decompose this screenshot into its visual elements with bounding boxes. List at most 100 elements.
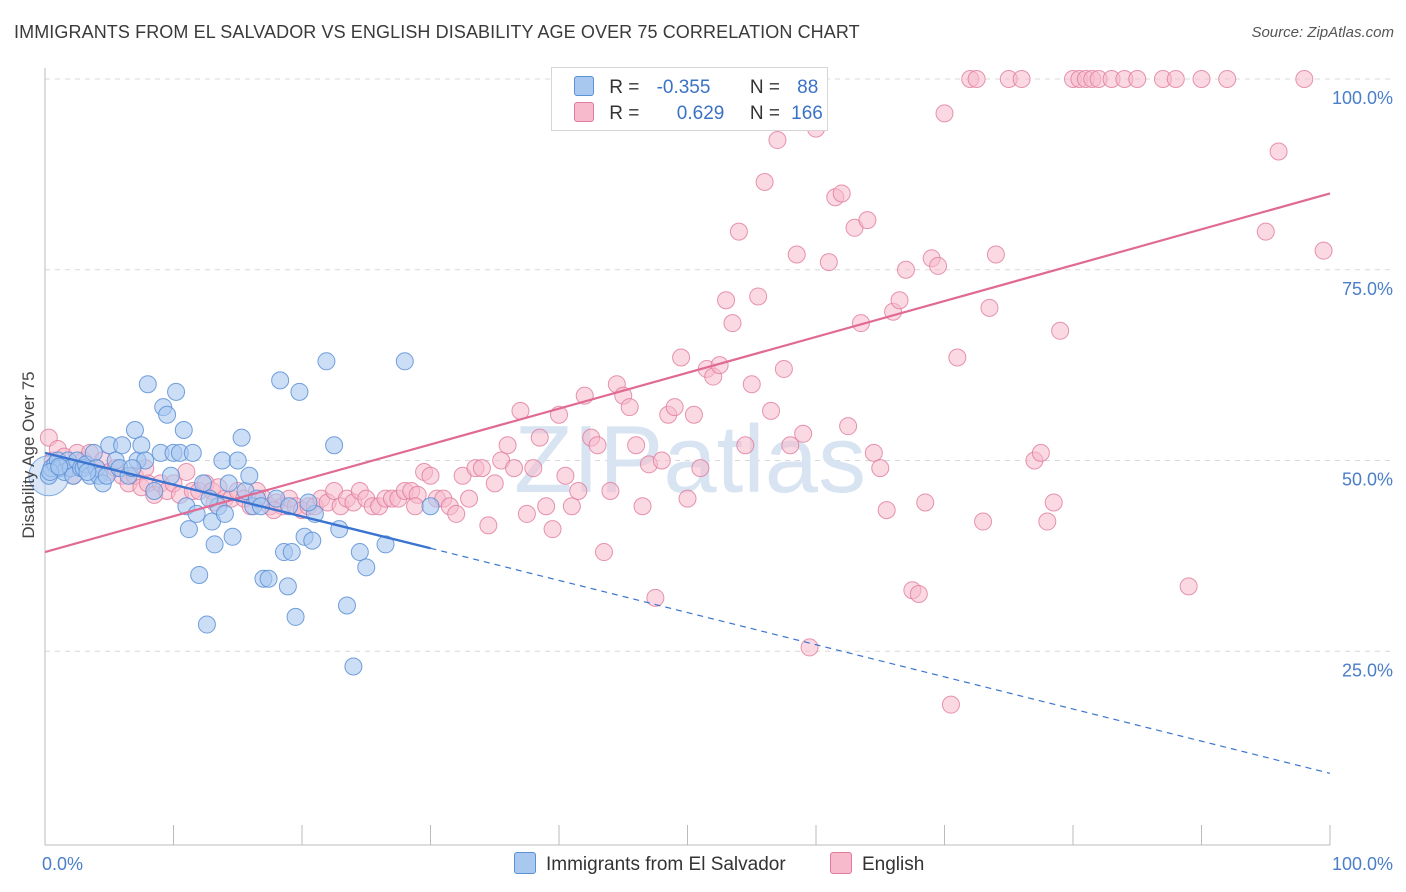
legend-swatch-blue xyxy=(574,76,594,96)
english-point xyxy=(1256,222,1275,241)
english-point xyxy=(781,436,800,455)
english-point xyxy=(749,287,768,306)
english-point xyxy=(742,375,761,394)
el-salvador-point xyxy=(299,493,318,512)
english-point xyxy=(472,459,491,478)
el-salvador-point xyxy=(395,352,414,371)
bottom-legend-english: English xyxy=(830,852,924,876)
el-salvador-point xyxy=(421,497,440,516)
correlation-legend: R = -0.355 N = 88 R = 0.629 N = 166 xyxy=(551,67,828,131)
legend-r-value: -0.355 xyxy=(656,77,711,98)
el-salvador-point xyxy=(158,405,177,424)
x-tick-labels: 0.0% 100.0% xyxy=(42,854,1393,874)
el-salvador-point xyxy=(179,520,198,539)
el-salvador-point xyxy=(223,527,242,546)
legend-n-value: 166 xyxy=(791,103,823,124)
english-point xyxy=(498,436,517,455)
english-point xyxy=(1012,70,1031,88)
el-salvador-point xyxy=(138,375,157,394)
english-point xyxy=(620,398,639,417)
english-point xyxy=(517,504,536,523)
english-point xyxy=(594,543,613,562)
el-salvador-point xyxy=(357,558,376,577)
source-credit: Source: ZipAtlas.com xyxy=(1251,24,1394,41)
english-point xyxy=(929,256,948,275)
bottom-legend-label: Immigrants from El Salvador xyxy=(546,854,786,875)
el-salvador-point xyxy=(286,607,305,626)
el-salvador-point xyxy=(259,569,278,588)
english-point xyxy=(460,489,479,508)
el-salvador-point xyxy=(50,457,69,476)
bottom-legend-label: English xyxy=(862,854,925,875)
english-point xyxy=(485,474,504,493)
english-point xyxy=(762,401,781,420)
english-point xyxy=(935,104,954,123)
english-trend-line xyxy=(44,192,1331,554)
english-point xyxy=(684,405,703,424)
english-point xyxy=(1038,512,1057,531)
el-salvador-point xyxy=(174,420,193,439)
el-salvador-point xyxy=(113,436,132,455)
el-salvador-point xyxy=(350,543,369,562)
el-salvador-point xyxy=(282,543,301,562)
english-point xyxy=(839,417,858,436)
y-tick-label: 100.0% xyxy=(1332,88,1393,108)
el-salvador-point xyxy=(344,657,363,676)
y-tick-labels: 25.0% 50.0% 75.0% 100.0% xyxy=(1332,88,1393,680)
english-point xyxy=(652,451,671,470)
english-point xyxy=(562,497,581,516)
bottom-legend-swatch-pink xyxy=(830,852,852,874)
english-point xyxy=(479,516,498,535)
legend-r-label: R = xyxy=(609,77,640,98)
english-point xyxy=(1044,493,1063,512)
el-salvador-point xyxy=(183,443,202,462)
english-point xyxy=(794,424,813,443)
el-salvador-point xyxy=(197,615,216,634)
chart-title: IMMIGRANTS FROM EL SALVADOR VS ENGLISH D… xyxy=(14,22,860,42)
english-point xyxy=(1295,70,1314,88)
el-salvador-point xyxy=(290,382,309,401)
english-point xyxy=(1051,321,1070,340)
el-salvador-point xyxy=(190,565,209,584)
english-point xyxy=(1031,443,1050,462)
english-point xyxy=(556,466,575,485)
english-point xyxy=(421,466,440,485)
english-point xyxy=(974,512,993,531)
english-point xyxy=(755,173,774,192)
english-point xyxy=(177,462,196,481)
english-point xyxy=(633,497,652,516)
el-salvador-point xyxy=(317,352,336,371)
el-salvador-point xyxy=(132,436,151,455)
english-point xyxy=(627,436,646,455)
legend-n-label: N = xyxy=(749,77,780,98)
y-tick-label: 50.0% xyxy=(1342,470,1393,490)
english-point xyxy=(948,348,967,367)
english-point xyxy=(1269,142,1288,161)
legend-n-label: N = xyxy=(749,103,780,124)
y-tick-label: 25.0% xyxy=(1342,660,1393,680)
english-point xyxy=(678,489,697,508)
bottom-legend-el-salvador: Immigrants from El Salvador xyxy=(514,852,786,876)
english-point xyxy=(524,459,543,478)
english-point xyxy=(569,482,588,501)
el-salvador-point xyxy=(228,451,247,470)
el-salvador-point xyxy=(303,531,322,550)
english-point xyxy=(800,638,819,657)
english-point xyxy=(967,70,986,88)
legend-swatch-pink xyxy=(574,102,594,122)
english-point xyxy=(1192,70,1211,88)
el-salvador-trend-extension xyxy=(430,547,1331,774)
english-point xyxy=(601,482,620,501)
english-point xyxy=(768,131,787,150)
x-tick-label: 0.0% xyxy=(42,854,83,874)
english-points xyxy=(39,70,1333,714)
english-point xyxy=(1179,577,1198,596)
el-salvador-point xyxy=(240,466,259,485)
el-salvador-point xyxy=(325,436,344,455)
el-salvador-point xyxy=(280,497,299,516)
english-point xyxy=(851,314,870,333)
y-tick-label: 75.0% xyxy=(1342,279,1393,299)
english-point xyxy=(1128,70,1147,88)
el-salvador-point xyxy=(205,535,224,554)
